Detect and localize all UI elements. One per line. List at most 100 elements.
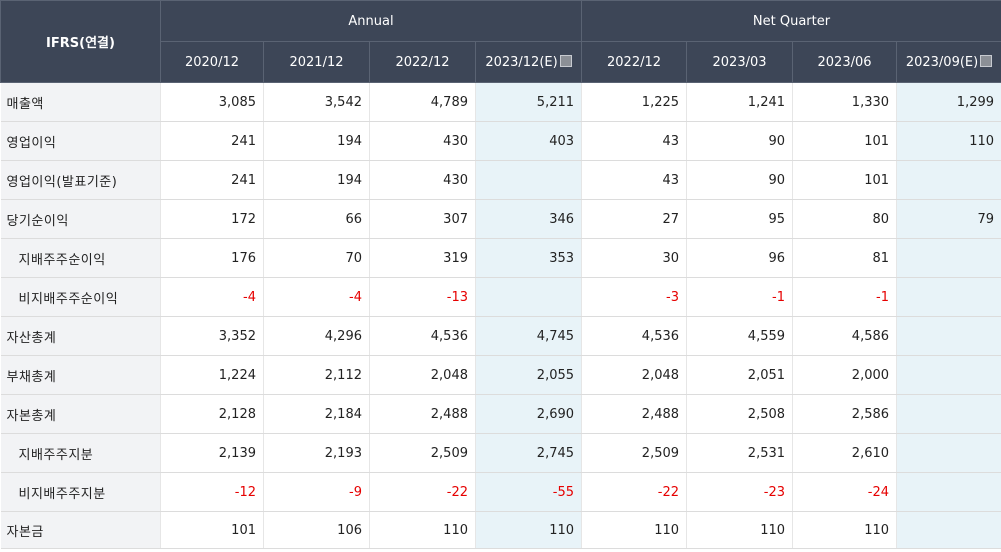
value-cell: 2,000 xyxy=(792,355,898,395)
value-cell: 2,531 xyxy=(686,433,794,473)
value-cell xyxy=(896,316,1001,356)
value-cell xyxy=(896,394,1001,434)
value-cell: 30 xyxy=(581,238,688,278)
table-row: 자본금 101 106 110 110 110 110 110 xyxy=(0,511,1001,549)
value-cell: 101 xyxy=(792,160,898,200)
value-cell: 3,352 xyxy=(160,316,264,356)
value-cell: 1,225 xyxy=(581,82,688,122)
value-cell: 27 xyxy=(581,199,688,239)
period-header: 2022/12 xyxy=(581,41,688,83)
value-cell: 1,299 xyxy=(896,82,1001,122)
value-cell: 353 xyxy=(475,238,583,278)
value-cell: 101 xyxy=(160,511,264,549)
annual-group-header: Annual xyxy=(159,0,583,42)
value-cell: 4,586 xyxy=(792,316,898,356)
value-cell: 319 xyxy=(369,238,476,278)
value-cell: 2,488 xyxy=(369,394,476,434)
value-cell: 106 xyxy=(263,511,370,549)
row-label: 비지배주주지분 xyxy=(0,472,161,512)
value-cell: 430 xyxy=(369,121,476,161)
value-cell: -13 xyxy=(369,277,476,317)
row-label: 비지배주주순이익 xyxy=(0,277,161,317)
table-row: 부채총계 1,224 2,112 2,048 2,055 2,048 2,051 2,000 xyxy=(0,355,1001,395)
value-cell: 110 xyxy=(686,511,794,549)
value-cell: 79 xyxy=(896,199,1001,239)
table-row: 자산총계 3,352 4,296 4,536 4,745 4,536 4,559 4,586 xyxy=(0,316,1001,356)
value-cell: 2,508 xyxy=(686,394,794,434)
value-cell: 3,085 xyxy=(160,82,264,122)
period-header: 2020/12 xyxy=(160,41,264,83)
value-cell: 90 xyxy=(686,160,794,200)
value-cell: 2,055 xyxy=(475,355,583,395)
value-cell: -3 xyxy=(581,277,688,317)
row-label: 지배주주순이익 xyxy=(0,238,161,278)
period-header: 2023/09(E) xyxy=(896,41,1001,83)
table-row: 지배주주지분 2,139 2,193 2,509 2,745 2,509 2,531 2,61… xyxy=(0,433,1001,473)
value-cell: 346 xyxy=(475,199,583,239)
period-header: 2023/12(E) xyxy=(474,41,583,83)
value-cell: -1 xyxy=(792,277,898,317)
value-cell: -22 xyxy=(581,472,688,512)
row-label: 영업이익 xyxy=(0,121,161,161)
value-cell: 4,745 xyxy=(475,316,583,356)
period-header: 2021/12 xyxy=(263,41,370,83)
quarter-group-header: Net Quarter xyxy=(581,0,1001,42)
value-cell xyxy=(896,433,1001,473)
value-cell: 172 xyxy=(160,199,264,239)
value-cell: 90 xyxy=(686,121,794,161)
value-cell: 5,211 xyxy=(475,82,583,122)
table-row: 지배주주순이익 176 70 319 353 30 96 81 xyxy=(0,238,1001,278)
period-label: 2023/03 xyxy=(712,54,767,70)
estimate-info-icon[interactable] xyxy=(980,54,993,67)
period-label: 2023/09(E) xyxy=(905,54,979,70)
value-cell: 1,330 xyxy=(792,82,898,122)
value-cell: 110 xyxy=(896,121,1001,161)
value-cell xyxy=(475,160,583,200)
value-cell: -24 xyxy=(792,472,898,512)
value-cell xyxy=(896,160,1001,200)
value-cell: 2,690 xyxy=(475,394,583,434)
value-cell: 3,542 xyxy=(263,82,370,122)
value-cell: 241 xyxy=(160,160,264,200)
period-header: 2022/12 xyxy=(369,41,476,83)
value-cell xyxy=(475,277,583,317)
value-cell: 4,536 xyxy=(369,316,476,356)
value-cell: -22 xyxy=(369,472,476,512)
value-cell: 110 xyxy=(581,511,688,549)
period-label: 2022/12 xyxy=(607,54,662,70)
value-cell: 101 xyxy=(792,121,898,161)
period-header: 2023/06 xyxy=(792,41,898,83)
table-corner-header: IFRS(연결) xyxy=(0,0,161,83)
value-cell xyxy=(896,355,1001,395)
value-cell: 307 xyxy=(369,199,476,239)
value-cell: -55 xyxy=(475,472,583,512)
value-cell: 2,488 xyxy=(581,394,688,434)
value-cell: 4,559 xyxy=(686,316,794,356)
value-cell: -9 xyxy=(263,472,370,512)
value-cell: 80 xyxy=(792,199,898,239)
value-cell: 403 xyxy=(475,121,583,161)
value-cell: -12 xyxy=(160,472,264,512)
value-cell: -4 xyxy=(160,277,264,317)
value-cell: 2,112 xyxy=(263,355,370,395)
row-label: 자본총계 xyxy=(0,394,161,434)
value-cell: 2,193 xyxy=(263,433,370,473)
table-row: 영업이익 241 194 430 403 43 90 101 110 xyxy=(0,121,1001,161)
value-cell: 4,789 xyxy=(369,82,476,122)
row-label: 부채총계 xyxy=(0,355,161,395)
value-cell: 110 xyxy=(369,511,476,549)
estimate-info-icon[interactable] xyxy=(559,54,572,67)
value-cell: -1 xyxy=(686,277,794,317)
table-row: 비지배주주지분 -12 -9 -22 -55 -22 -23 -24 xyxy=(0,472,1001,512)
value-cell: 194 xyxy=(263,121,370,161)
value-cell: 2,184 xyxy=(263,394,370,434)
value-cell: 1,241 xyxy=(686,82,794,122)
value-cell: 2,586 xyxy=(792,394,898,434)
table-row: 비지배주주순이익 -4 -4 -13 -3 -1 -1 xyxy=(0,277,1001,317)
row-label: 영업이익(발표기준) xyxy=(0,160,161,200)
value-cell: 2,745 xyxy=(475,433,583,473)
value-cell: 2,509 xyxy=(369,433,476,473)
value-cell: 2,610 xyxy=(792,433,898,473)
period-label: 2020/12 xyxy=(184,54,239,70)
